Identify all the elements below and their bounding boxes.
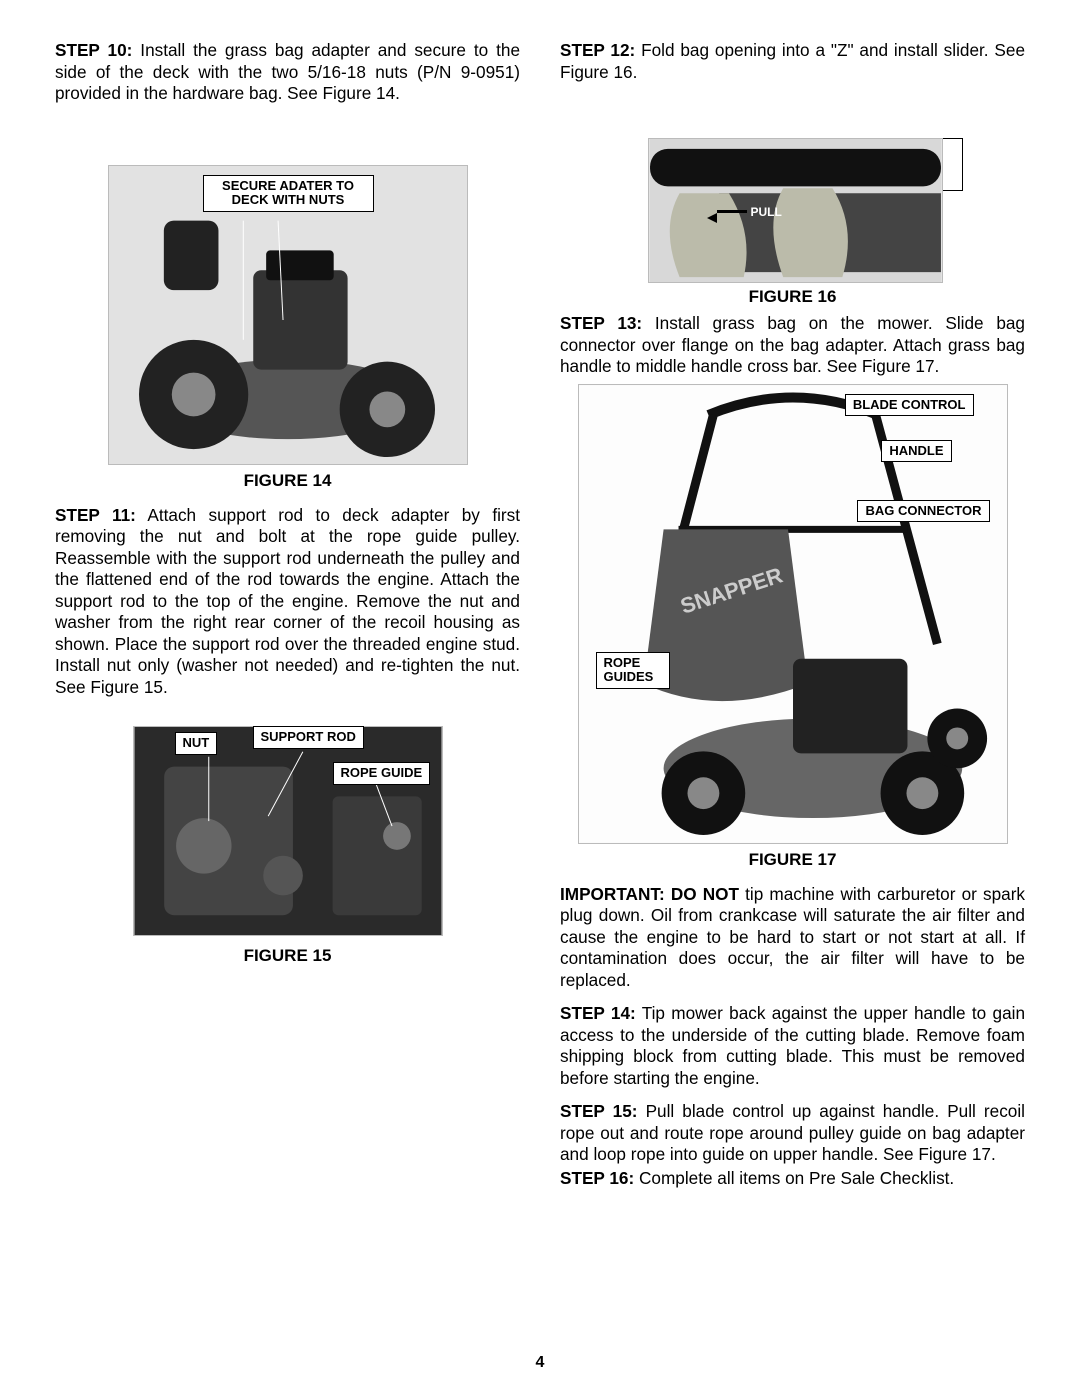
right-column: STEP 12: Fold bag opening into a "Z" and… bbox=[560, 40, 1025, 1201]
page: STEP 10: Install the grass bag adapter a… bbox=[0, 0, 1080, 1397]
figure-15-callout-support: SUPPORT ROD bbox=[253, 726, 364, 749]
figure-14: SECURE ADATER TODECK WITH NUTS bbox=[108, 165, 468, 465]
figure-16-image: PULL bbox=[648, 138, 943, 283]
figure-16: GRASP SLIDER.PULL Z-FOLD INTOSLIDER PULL bbox=[608, 138, 978, 283]
figure-15-image bbox=[133, 726, 443, 936]
figure-17: SNAPPER BLADE CONTROL HANDLE BAG CONNECT… bbox=[578, 384, 1008, 844]
step-11-label: STEP 11: bbox=[55, 505, 136, 525]
figure-15-callout-rope: ROPE GUIDE bbox=[333, 762, 431, 785]
step-15-label: STEP 15: bbox=[560, 1101, 638, 1121]
step-10-label: STEP 10: bbox=[55, 40, 132, 60]
figure-15: NUT SUPPORT ROD ROPE GUIDE bbox=[133, 726, 443, 936]
figure-16-pull-label: PULL bbox=[751, 205, 782, 219]
figure-15-callout-nut: NUT bbox=[175, 732, 218, 755]
step-12: STEP 12: Fold bag opening into a "Z" and… bbox=[560, 40, 1025, 83]
figure-17-callout-rope: ROPEGUIDES bbox=[596, 652, 670, 690]
slider-install-icon bbox=[649, 139, 942, 282]
figure-17-callout-handle: HANDLE bbox=[881, 440, 951, 463]
step-11-text: Attach support rod to deck adapter by fi… bbox=[55, 505, 520, 697]
step-13: STEP 13: Install grass bag on the mower.… bbox=[560, 313, 1025, 378]
page-number: 4 bbox=[0, 1354, 1080, 1372]
figure-14-caption: FIGURE 14 bbox=[55, 471, 520, 491]
step-16: STEP 16: Complete all items on Pre Sale … bbox=[560, 1168, 1025, 1190]
figure-16-caption: FIGURE 16 bbox=[560, 287, 1025, 307]
figure-14-callout: SECURE ADATER TODECK WITH NUTS bbox=[203, 175, 374, 213]
pull-arrow-line bbox=[717, 210, 747, 213]
step-10: STEP 10: Install the grass bag adapter a… bbox=[55, 40, 520, 105]
step-11: STEP 11: Attach support rod to deck adap… bbox=[55, 505, 520, 699]
figure-17-callout-bag: BAG CONNECTOR bbox=[857, 500, 989, 523]
step-12-label: STEP 12: bbox=[560, 40, 635, 60]
figure-17-callout-blade: BLADE CONTROL bbox=[845, 394, 974, 417]
left-column: STEP 10: Install the grass bag adapter a… bbox=[55, 40, 520, 1201]
figure-15-caption: FIGURE 15 bbox=[55, 946, 520, 966]
pull-arrow-icon bbox=[707, 213, 717, 223]
step-15: STEP 15: Pull blade control up against h… bbox=[560, 1101, 1025, 1166]
step-13-label: STEP 13: bbox=[560, 313, 642, 333]
important-note: IMPORTANT: DO NOT tip machine with carbu… bbox=[560, 884, 1025, 992]
step-16-label: STEP 16: bbox=[560, 1168, 634, 1188]
columns: STEP 10: Install the grass bag adapter a… bbox=[55, 40, 1025, 1201]
important-label: IMPORTANT: DO NOT bbox=[560, 884, 739, 904]
step-16-text: Complete all items on Pre Sale Checklist… bbox=[634, 1168, 954, 1188]
figure-17-caption: FIGURE 17 bbox=[560, 850, 1025, 870]
engine-closeup-icon bbox=[134, 727, 442, 935]
step-14-label: STEP 14: bbox=[560, 1003, 636, 1023]
step-14: STEP 14: Tip mower back against the uppe… bbox=[560, 1003, 1025, 1089]
